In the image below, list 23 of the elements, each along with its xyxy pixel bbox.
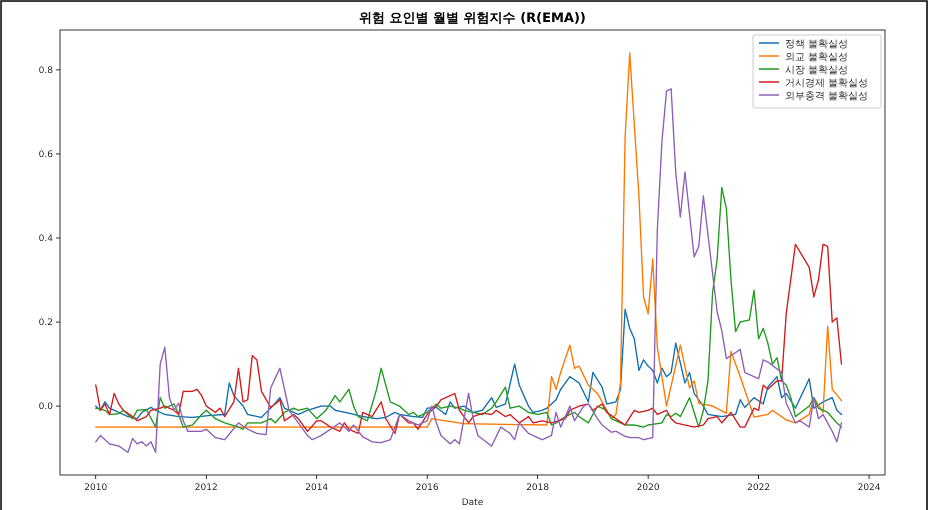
x-tick-label: 2024 (858, 483, 881, 493)
x-tick-label: 2020 (636, 483, 660, 493)
x-tick-label: 2022 (747, 483, 770, 493)
x-axis-title: Date (462, 498, 484, 508)
legend-label: 외부충격 불확실성 (785, 91, 868, 102)
legend-label: 외교 불확실성 (785, 52, 848, 63)
y-tick-label: 0.8 (38, 66, 54, 76)
x-tick-label: 2012 (194, 483, 218, 493)
line-series (95, 186, 842, 430)
line-series (95, 244, 842, 434)
legend-label: 정책 불확실성 (785, 39, 848, 50)
x-tick-label: 2016 (416, 483, 439, 493)
y-tick-label: 0.6 (38, 150, 54, 160)
y-tick-label: 0.2 (38, 318, 53, 328)
line-series (95, 308, 842, 420)
x-tick-label: 2014 (305, 483, 328, 493)
y-tick-label: 0.4 (38, 234, 54, 244)
x-tick-label: 2018 (526, 483, 550, 493)
chart-title: 위험 요인별 월별 위험지수 (R(EMA)) (359, 11, 586, 26)
y-tick-label: 0.0 (38, 402, 54, 412)
legend-label: 시장 불확실성 (785, 65, 848, 76)
x-tick-label: 2010 (84, 483, 108, 493)
legend-label: 거시경제 불확실성 (785, 78, 868, 89)
